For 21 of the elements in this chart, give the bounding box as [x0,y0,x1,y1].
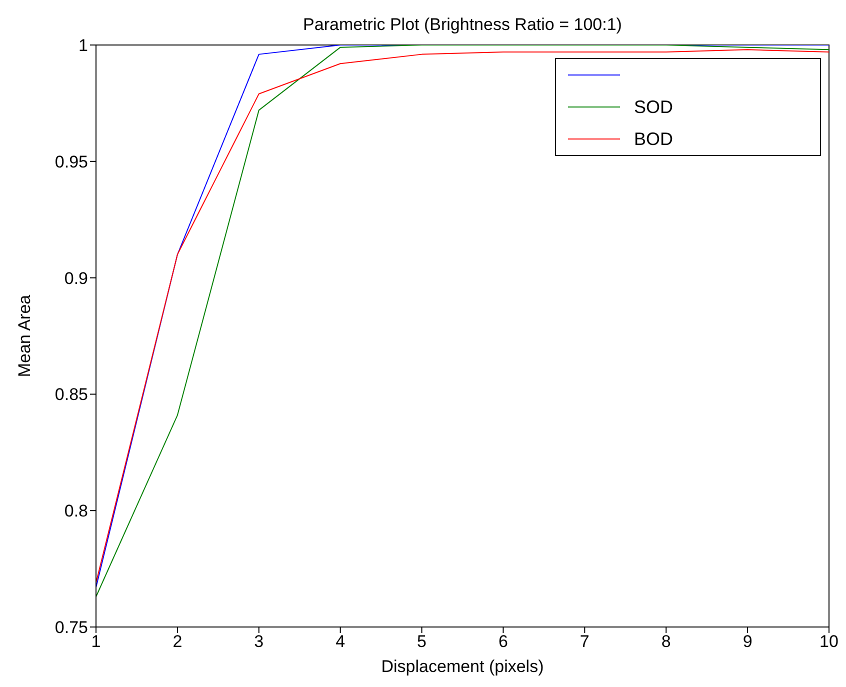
x-tick-label: 9 [742,632,752,652]
y-tick-label: 0.9 [64,268,88,288]
x-tick-label: 5 [417,632,427,652]
x-tick-label: 1 [91,632,101,652]
x-tick-label: 10 [820,632,838,652]
x-tick-label: 4 [336,632,346,652]
legend-label: SOD [634,96,674,118]
chart-title: Parametric Plot (Brightness Ratio = 100:1) [303,15,622,34]
x-axis-title: Displacement (pixels) [381,657,544,676]
y-tick-label: 0.75 [54,618,88,638]
legend-label: BOD [634,128,674,150]
y-axis-title: Mean Area [15,294,34,378]
y-tick-label: 0.85 [54,385,88,404]
y-tick-label: 0.95 [54,152,88,172]
x-tick-label: 3 [254,632,264,652]
x-tick-label: 6 [498,632,508,652]
x-tick-label: 2 [172,632,182,652]
y-tick-label: 1 [78,36,88,56]
x-tick-label: 7 [580,632,590,652]
x-tick-label: 8 [661,632,671,652]
y-tick-label: 0.8 [64,502,88,521]
